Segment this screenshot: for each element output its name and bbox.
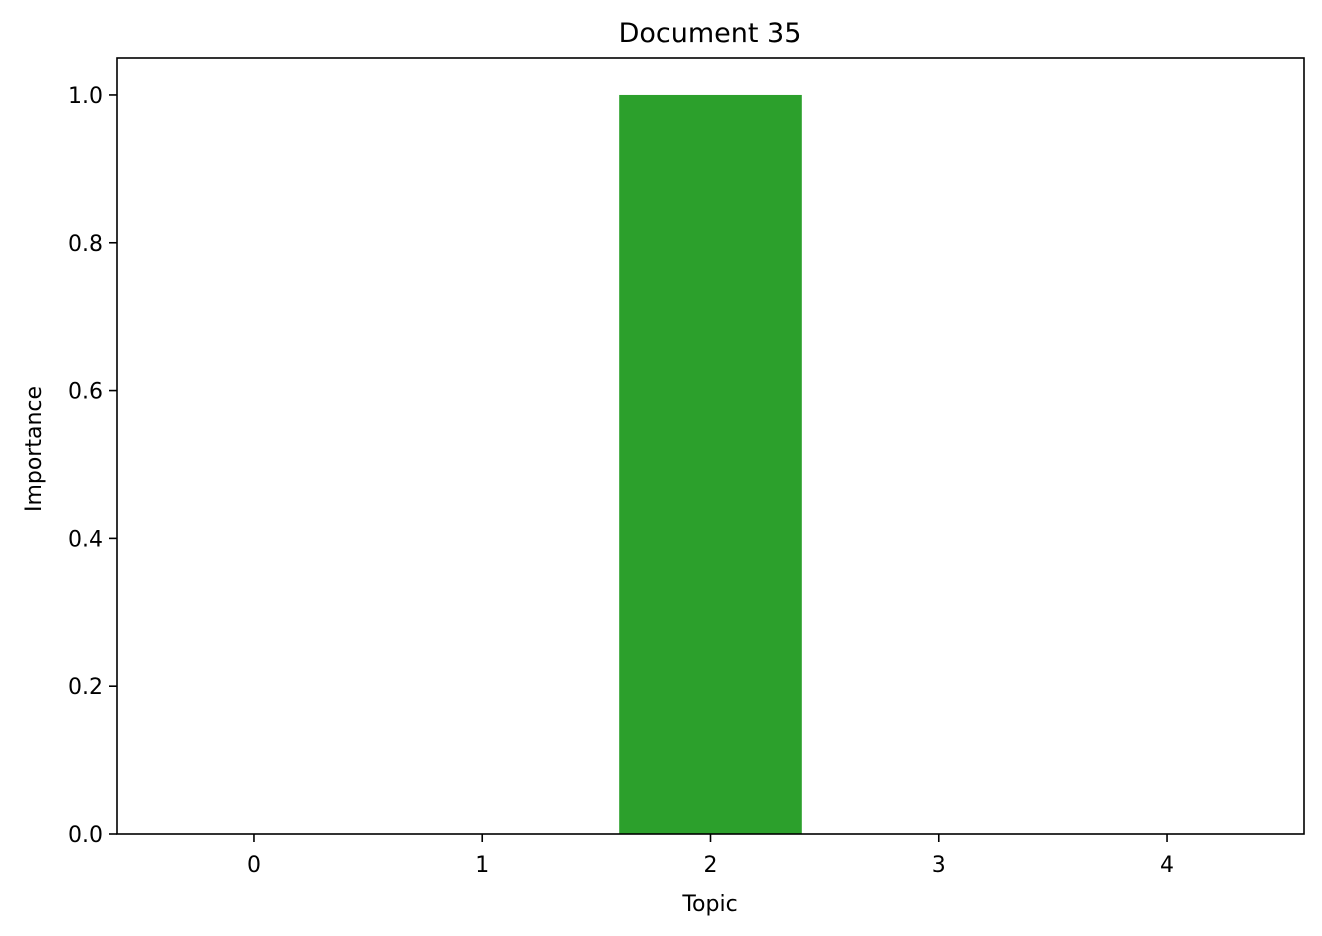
- x-tick-label: 1: [475, 853, 489, 878]
- x-tick-label: 4: [1160, 853, 1174, 878]
- y-tick-label: 1.0: [68, 84, 103, 109]
- x-tick-label: 0: [247, 853, 261, 878]
- y-axis-label: Importance: [22, 386, 47, 512]
- x-tick-label: 3: [932, 853, 946, 878]
- y-tick-label: 0.0: [68, 823, 103, 848]
- x-axis-label: Topic: [681, 892, 737, 917]
- bars-group: [619, 94, 802, 834]
- x-tick-label: 2: [704, 853, 718, 878]
- y-axis: 0.0 0.2 0.4 0.6 0.8 1.0: [68, 84, 117, 848]
- y-tick-label: 0.6: [68, 380, 103, 405]
- y-tick-label: 0.8: [68, 232, 103, 257]
- y-tick-label: 0.2: [68, 675, 103, 700]
- x-axis: 0 1 2 3 4: [247, 834, 1174, 878]
- bar-topic-2: [619, 94, 802, 834]
- chart-title: Document 35: [619, 18, 802, 49]
- y-tick-label: 0.4: [68, 527, 103, 552]
